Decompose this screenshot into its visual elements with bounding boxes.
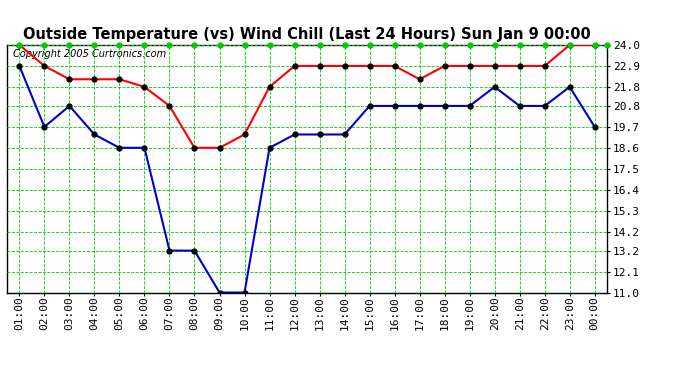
Title: Outside Temperature (vs) Wind Chill (Last 24 Hours) Sun Jan 9 00:00: Outside Temperature (vs) Wind Chill (Las… <box>23 27 591 42</box>
Text: Copyright 2005 Curtronics.com: Copyright 2005 Curtronics.com <box>13 49 166 59</box>
